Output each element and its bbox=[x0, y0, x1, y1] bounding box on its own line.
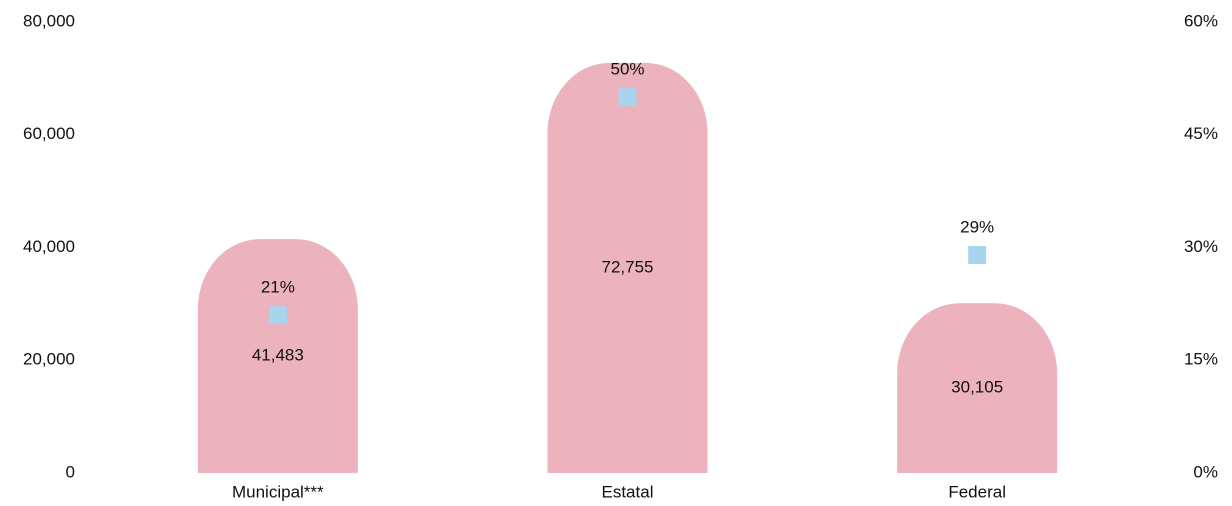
bar-value-label: 41,483 bbox=[252, 346, 304, 365]
bar-value-label: 30,105 bbox=[951, 378, 1003, 397]
marker-value-label: 29% bbox=[960, 218, 994, 237]
x-tick-label: Federal bbox=[948, 482, 1006, 501]
marker bbox=[618, 88, 637, 107]
bar bbox=[197, 239, 358, 473]
y-tick-label: 40,000 bbox=[23, 237, 75, 256]
x-tick-label: Estatal bbox=[602, 482, 654, 501]
y-tick-label: 60,000 bbox=[23, 124, 75, 143]
marker-value-label: 50% bbox=[610, 60, 644, 79]
bar bbox=[897, 303, 1058, 473]
y2-tick-label: 0% bbox=[1193, 462, 1218, 481]
y2-tick-label: 30% bbox=[1184, 237, 1218, 256]
y-tick-label: 20,000 bbox=[23, 350, 75, 369]
y-tick-label: 80,000 bbox=[23, 11, 75, 30]
marker bbox=[268, 306, 287, 325]
bar-value-label: 72,755 bbox=[602, 257, 654, 276]
y2-tick-label: 45% bbox=[1184, 124, 1218, 143]
y2-tick-label: 60% bbox=[1184, 11, 1218, 30]
y2-tick-label: 15% bbox=[1184, 350, 1218, 369]
marker bbox=[968, 246, 987, 265]
y-tick-label: 0 bbox=[66, 462, 75, 481]
x-tick-label: Municipal*** bbox=[232, 482, 324, 501]
bar bbox=[547, 62, 708, 473]
marker-value-label: 21% bbox=[261, 278, 295, 297]
